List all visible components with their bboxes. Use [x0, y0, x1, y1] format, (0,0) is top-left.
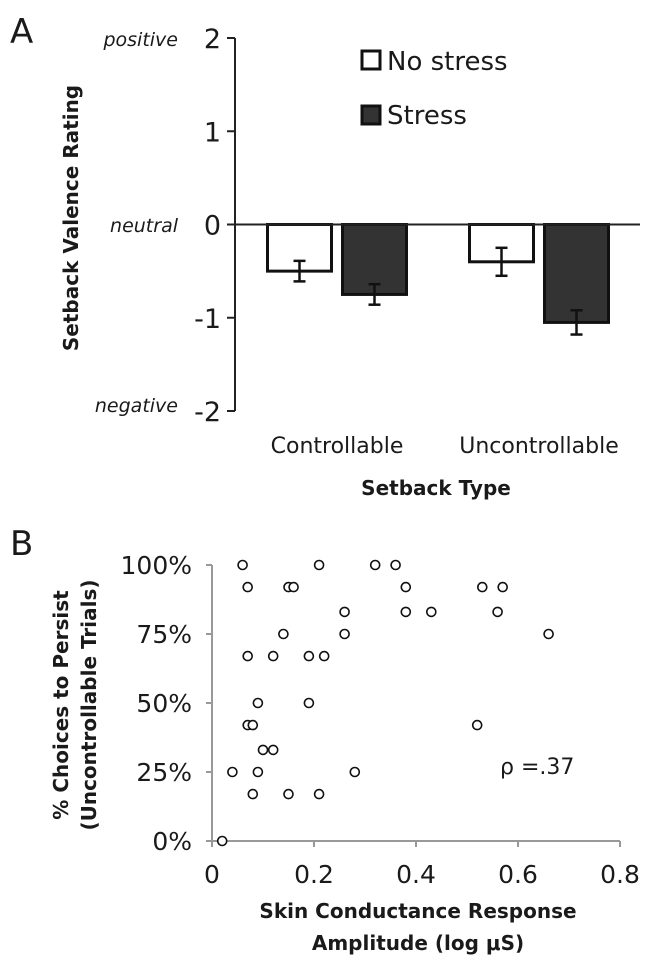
scatter-point [349, 766, 361, 778]
scatter-point [247, 719, 259, 731]
correlation-annotation: ρ =.37 [500, 755, 574, 780]
panel-b-axes: 0% 25% 50% 75% 100% 0 0.2 0.4 0.6 0.8 [121, 551, 640, 889]
panel-b-y-tick-label: 50% [136, 689, 192, 718]
scatter-point [303, 697, 315, 709]
panel-a-y-axis-label: Setback Valence Rating [59, 85, 83, 351]
anchor-negative: negative [95, 395, 178, 417]
legend-swatch-stress [360, 104, 382, 126]
scatter-point [267, 744, 279, 756]
panel-b-x-tick-label: 0.6 [498, 860, 538, 889]
scatter-point [252, 697, 264, 709]
scatter-point [543, 628, 554, 640]
panel-b-y-axis-label-line2: (Uncontrollable Trials) [77, 579, 101, 830]
panel-a-anchor-labels: positive neutral negative [95, 29, 179, 417]
panel-b-x-tick-label: 0.2 [294, 860, 334, 889]
scatter-point [278, 628, 289, 640]
scatter-point [339, 606, 350, 618]
scatter-point [318, 650, 330, 662]
legend-label-no-stress: No stress [387, 47, 508, 77]
scatter-point [390, 559, 401, 571]
scatter-point [242, 581, 253, 593]
scatter-point [257, 744, 269, 756]
scatter-point [237, 559, 248, 571]
scatter-point [400, 581, 412, 593]
panel-b-y-tick-label: 100% [121, 551, 192, 580]
panel-a-category-labels: Controllable Uncontrollable [271, 434, 619, 459]
scatter-point [471, 719, 483, 731]
panel-a-bars [266, 223, 610, 336]
panel-a-y-tick-label: -2 [194, 397, 221, 428]
scatter-point [288, 581, 299, 593]
scatter-point [492, 606, 503, 618]
panel-a-x-axis-label: Setback Type [361, 476, 511, 500]
scatter-point [216, 835, 228, 847]
panel-a-y-tick-label: 1 [204, 117, 221, 148]
scatter-point [476, 581, 488, 593]
panel-a-y-axis: 2 1 0 -1 -2 [194, 24, 236, 428]
panel-a-chart: 2 1 0 -1 -2 positive neutral negative Contro… [59, 24, 640, 500]
scatter-point [267, 650, 279, 662]
panel-b-x-tick-label: 0.8 [600, 860, 640, 889]
panel-b-x-tick-label: 0.4 [396, 860, 436, 889]
panel-a-y-tick-label: 2 [204, 24, 221, 55]
scatter-point [339, 628, 350, 640]
bar-stress-uncontrollable [543, 223, 610, 324]
scatter-point [247, 788, 259, 800]
scatter-point [497, 581, 509, 593]
panel-b-y-tick-label: 0% [152, 827, 192, 856]
scatter-point [303, 650, 315, 662]
panel-a-label: A [10, 12, 33, 52]
scatter-point [242, 650, 253, 662]
category-label-controllable: Controllable [271, 434, 404, 459]
panel-b-y-tick-label: 75% [136, 620, 192, 649]
scatter-point [313, 788, 325, 800]
scatter-point [313, 559, 325, 571]
scatter-point [252, 766, 264, 778]
panel-b-chart: 0% 25% 50% 75% 100% 0 0.2 0.4 0.6 0.8 ρ =.37 % Ch… [49, 551, 640, 955]
anchor-positive: positive [102, 29, 178, 51]
panel-a-legend: No stress Stress [360, 47, 508, 131]
legend-swatch-no-stress [360, 49, 382, 71]
panel-b-x-axis-label-line2: Amplitude (log μS) [312, 931, 524, 955]
panel-b-y-axis-label-line1: % Choices to Persist [49, 590, 73, 820]
panel-b-y-tick-label: 25% [136, 758, 192, 787]
scatter-point [369, 559, 381, 571]
scatter-point [283, 788, 294, 800]
scatter-point [400, 606, 412, 618]
panel-b-points [216, 559, 554, 847]
legend-label-stress: Stress [387, 101, 467, 131]
panel-b-label: B [10, 524, 33, 564]
panel-b-x-axis-label-line1: Skin Conductance Response [259, 899, 576, 923]
scatter-point [227, 766, 238, 778]
anchor-neutral: neutral [110, 215, 179, 237]
panel-a-y-tick-label: 0 [204, 211, 221, 242]
panel-a-y-tick-label: -1 [194, 304, 221, 335]
scatter-point [425, 606, 437, 618]
category-label-uncontrollable: Uncontrollable [459, 434, 619, 459]
panel-b-x-tick-label: 0 [204, 860, 220, 889]
